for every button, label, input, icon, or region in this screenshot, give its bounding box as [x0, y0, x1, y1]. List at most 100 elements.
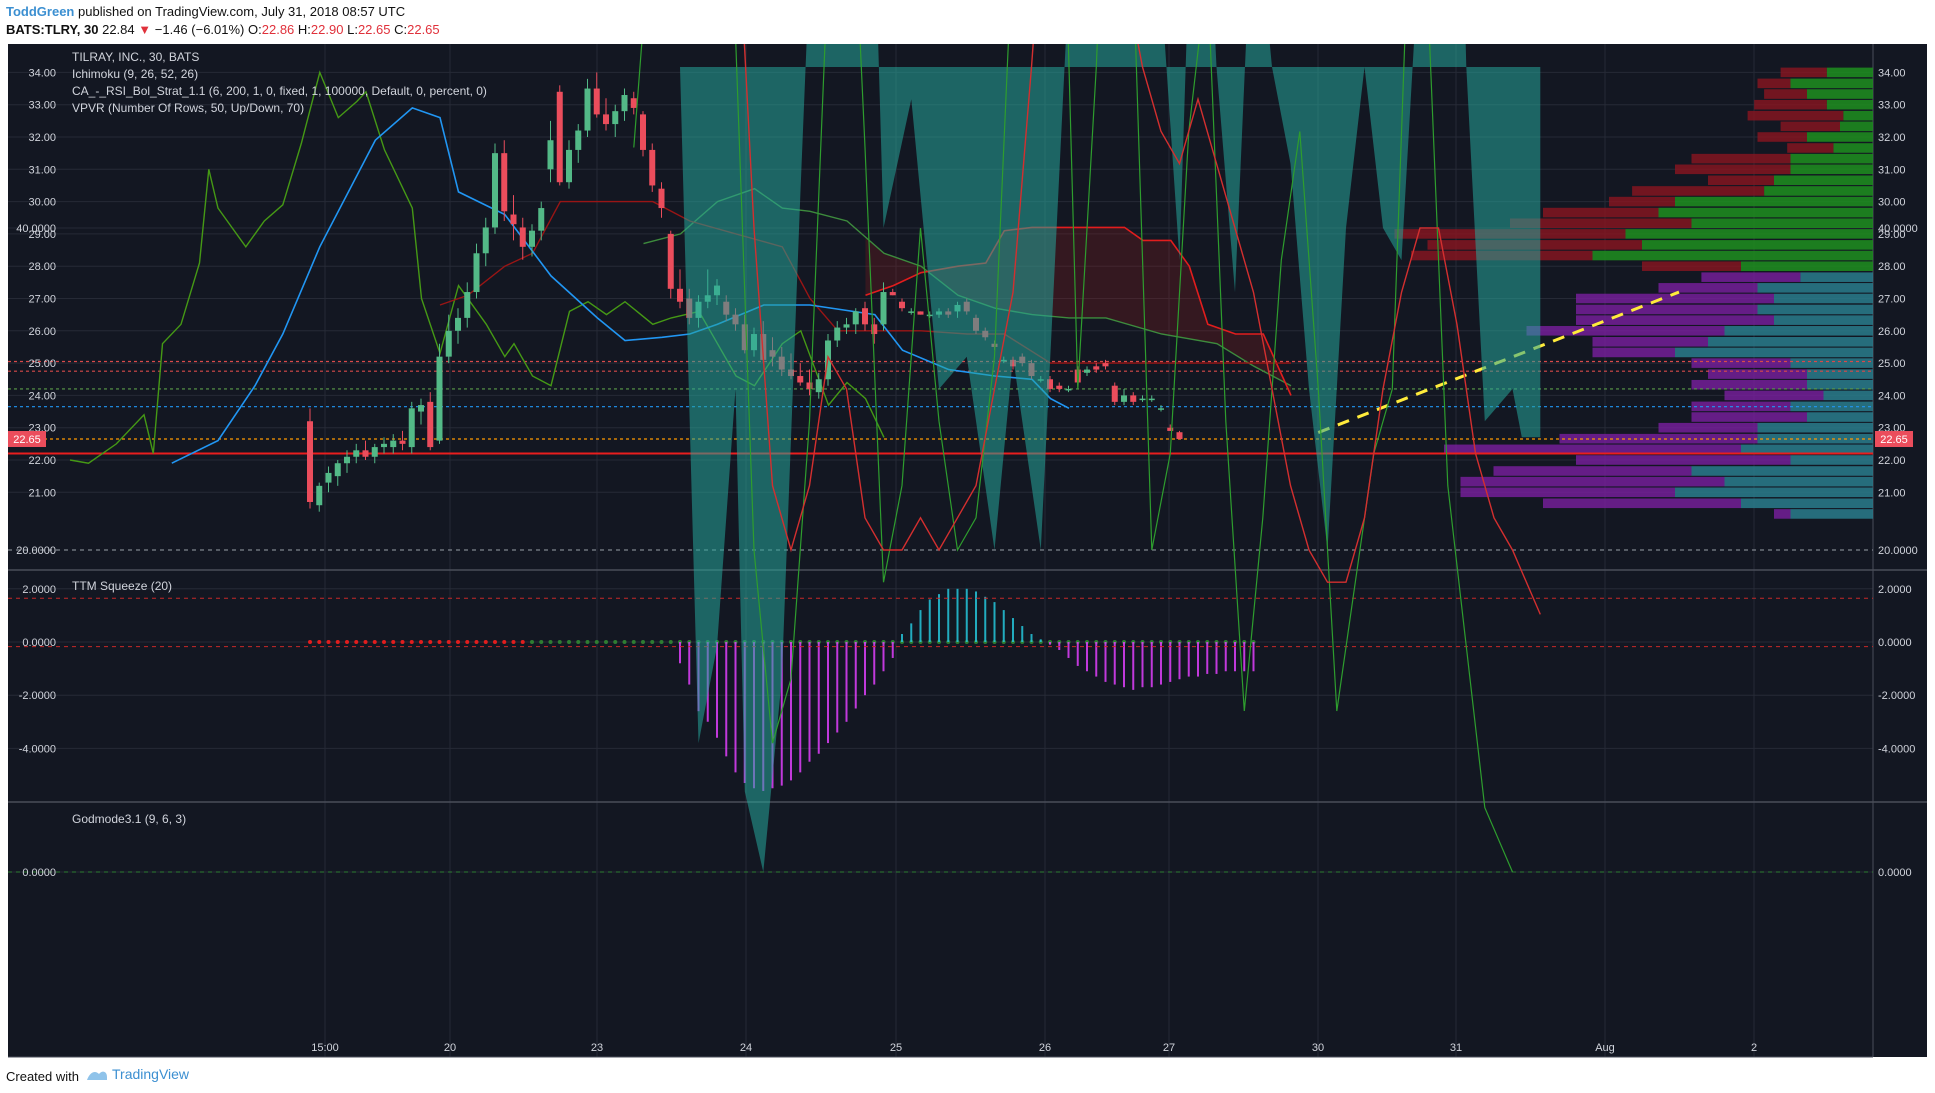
- vpvr-down-bar: [1757, 132, 1807, 142]
- vpvr-down-bar: [1576, 455, 1791, 465]
- squeeze-tick-left: -4.0000: [19, 743, 56, 755]
- candle-body: [871, 324, 878, 335]
- squeeze-tick-left: 2.0000: [22, 584, 56, 596]
- price-tick-left: 30.00: [28, 197, 56, 209]
- candle-body: [390, 440, 397, 448]
- kijun-sen-line: [439, 200, 1291, 364]
- vpvr-up-bar: [1625, 229, 1873, 239]
- candle-body: [1065, 388, 1072, 391]
- symbol-line: BATS:TLRY, 30 22.84 ▼ −1.46 (−6.01%) O:2…: [6, 22, 440, 37]
- vpvr-up-bar: [1807, 379, 1873, 390]
- axes: 36.0036.0035.0035.0034.0034.0033.0033.00…: [8, 44, 1918, 1054]
- candle-body: [834, 327, 841, 341]
- tradingview-link[interactable]: TradingView: [86, 1066, 189, 1082]
- squeeze-dot: [345, 640, 349, 644]
- study-rsi-bol-label[interactable]: CA_-_RSI_Bol_Strat_1.1 (6, 200, 1, 0, fi…: [72, 84, 487, 98]
- price-tick-right: 21.00: [1878, 487, 1906, 499]
- price-tick-right: 30.00: [1878, 197, 1906, 209]
- candle-body: [667, 233, 674, 289]
- candle-body: [427, 401, 434, 448]
- time-tick-label: 20: [444, 1042, 456, 1054]
- volume-profile: [1394, 67, 1873, 519]
- time-tick-label: Aug: [1595, 1042, 1615, 1054]
- squeeze-dot: [604, 640, 608, 644]
- price-tick-right: 32.00: [1878, 132, 1906, 144]
- candle-body: [316, 485, 323, 506]
- candle-body: [1167, 427, 1174, 431]
- chart-area[interactable]: 36.0036.0035.0035.0034.0034.0033.0033.00…: [0, 44, 1935, 1058]
- symbol-label: BATS:TLRY, 30: [6, 22, 99, 37]
- squeeze-tick-right: -4.0000: [1878, 743, 1915, 755]
- vpvr-down-bar: [1787, 143, 1834, 153]
- vpvr-down-bar: [1774, 509, 1791, 519]
- time-tick-label: 23: [591, 1042, 603, 1054]
- squeeze-dot: [335, 640, 340, 644]
- vpvr-down-bar: [1493, 466, 1692, 476]
- vpvr-up-bar: [1658, 207, 1873, 218]
- header-bar: ToddGreen published on TradingView.com, …: [0, 0, 1935, 44]
- godmode-tick-right: 40.0000: [1878, 223, 1918, 235]
- godmode-title[interactable]: Godmode3.1 (9, 6, 3): [72, 812, 186, 826]
- vpvr-down-bar: [1764, 89, 1807, 99]
- squeeze-dot: [622, 640, 627, 644]
- godmode-tick-right: 20.0000: [1878, 545, 1918, 557]
- candle-body: [630, 98, 637, 108]
- footer: Created with TradingView: [0, 1058, 1935, 1093]
- candle-body: [806, 382, 813, 389]
- candle-body: [1010, 359, 1016, 367]
- vpvr-up-bar: [1691, 218, 1873, 229]
- vpvr-down-bar: [1701, 272, 1801, 282]
- candle-body: [852, 311, 859, 325]
- squeeze-dot: [548, 640, 553, 644]
- time-tick-label: 31: [1450, 1042, 1462, 1054]
- squeeze-dot: [641, 640, 645, 644]
- vpvr-up-bar: [1724, 476, 1873, 487]
- high-value: 22.90: [310, 22, 344, 37]
- squeeze-dot: [557, 640, 562, 644]
- down-arrow-icon: ▼: [138, 22, 152, 37]
- vpvr-up-bar: [1790, 153, 1873, 164]
- vpvr-down-bar: [1592, 347, 1675, 358]
- author-link[interactable]: ToddGreen: [6, 4, 75, 19]
- squeeze-dot: [585, 640, 590, 644]
- vpvr-down-bar: [1691, 379, 1807, 390]
- vpvr-up-bar: [1807, 369, 1873, 379]
- squeeze-dot: [308, 640, 312, 644]
- l-label: L:: [347, 22, 358, 37]
- squeeze-dot: [631, 640, 636, 644]
- squeeze-dot: [520, 640, 525, 644]
- candle-body: [797, 376, 804, 383]
- vpvr-down-bar: [1691, 358, 1791, 368]
- squeeze-dot: [419, 640, 423, 644]
- candle-body: [1111, 385, 1118, 402]
- candle-body: [325, 472, 332, 483]
- squeeze-dot: [354, 640, 359, 644]
- squeeze-title[interactable]: TTM Squeeze (20): [72, 579, 172, 593]
- vpvr-down-bar: [1691, 401, 1791, 412]
- study-vpvr-label[interactable]: VPVR (Number Of Rows, 50, Up/Down, 70): [72, 101, 304, 115]
- vpvr-down-bar: [1724, 390, 1824, 401]
- candle-body: [1176, 432, 1183, 440]
- vpvr-down-bar: [1691, 412, 1807, 422]
- candle-body: [658, 188, 665, 209]
- time-tick-label: 24: [740, 1042, 752, 1054]
- vpvr-up-bar: [1757, 422, 1873, 433]
- vpvr-down-bar: [1708, 369, 1807, 379]
- study-ichimoku-label[interactable]: Ichimoku (9, 26, 52, 26): [72, 67, 198, 81]
- candle-body: [334, 463, 341, 477]
- vpvr-up-bar: [1807, 132, 1873, 142]
- vpvr-down-bar: [1675, 164, 1791, 175]
- price-tick-left: 29.00: [28, 229, 56, 241]
- candle-body: [593, 88, 600, 115]
- vpvr-up-bar: [1708, 336, 1873, 347]
- squeeze-dot: [576, 640, 581, 644]
- candle-body: [1158, 408, 1164, 410]
- price-tick-left: 33.00: [28, 100, 56, 112]
- squeeze-dot: [317, 640, 322, 644]
- price-tick-right: 26.00: [1878, 326, 1906, 338]
- squeeze-tick-left: -2.0000: [19, 690, 56, 702]
- squeeze-dot: [502, 640, 507, 644]
- candle-body: [418, 405, 424, 412]
- price-tick-left: 22.00: [28, 455, 56, 467]
- time-tick-label: 27: [1163, 1042, 1175, 1054]
